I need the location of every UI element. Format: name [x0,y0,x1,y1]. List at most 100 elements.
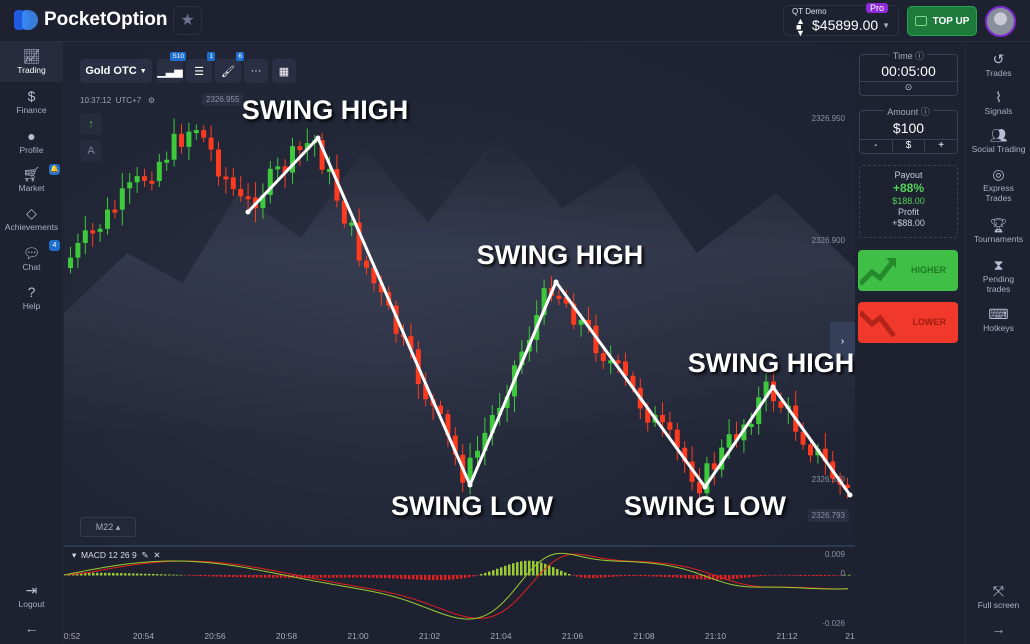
nav-express-trades[interactable]: ◎ Express Trades [966,166,1030,203]
macd-histogram-bar [348,575,351,578]
macd-histogram-bar [796,575,799,576]
macd-histogram-bar [464,575,467,578]
avatar[interactable] [985,6,1016,37]
macd-label: ▾ MACD 12 26 9 ✎ ✕ [72,550,161,560]
higher-button[interactable]: HIGHER [858,250,958,291]
clock-icon[interactable]: ⊙ [860,81,957,93]
macd-histogram-bar [428,575,431,580]
macd-max: 0.009 [824,550,845,559]
macd-histogram-bar [696,575,699,579]
brand-name: PocketOption [44,9,168,30]
macd-histogram-bar [112,572,115,576]
macd-histogram-bar [268,575,271,578]
macd-histogram-bar [664,575,667,577]
arrow-up-icon[interactable]: ↑ [80,113,102,135]
increase-amount-button[interactable]: + [938,140,945,151]
macd-histogram-bar [164,574,167,576]
logout-button[interactable]: ⇥ Logout [0,582,63,609]
macd-histogram-bar [132,573,135,576]
chart-type-button[interactable]: ▁▃▅ S10 [157,52,186,83]
sidebar-item-chat[interactable]: 💬︎ Chat [0,245,63,272]
candle [223,176,229,180]
nav-signals[interactable]: ⌇ Signals [966,89,1030,116]
time-field[interactable]: Time ⓘ 00:05:00 ⊙ [859,51,958,96]
macd-histogram-bar [612,575,615,577]
account-selector[interactable]: QT Demo Pro ▲ ■ ▼ $45899.00 ▼ [783,3,899,38]
expand-panel-button[interactable]: › [830,322,855,362]
nav-pending-trades[interactable]: ⧗ Pending trades [966,257,1030,294]
more-button[interactable]: ··· [244,59,268,83]
macd-histogram-bar [536,561,539,576]
macd-zero: 0 [840,569,845,578]
sidebar-item-profile[interactable]: ● Profile [0,128,63,155]
macd-histogram-bar [648,575,651,577]
logo[interactable]: PocketOption [14,9,168,31]
expand-arrow-icon[interactable]: → [991,621,1006,637]
macd-histogram-bar [692,575,695,579]
grid-icon: ▦ [278,65,290,78]
macd-histogram-bar [528,560,531,576]
time-tick: 21:12 [776,631,798,641]
macd-histogram-bar [208,575,211,577]
sidebar-item-finance[interactable]: $ Finance [0,88,63,115]
candle [238,189,244,197]
candle [571,303,577,325]
candle [482,432,488,451]
expand-icon: ⤧ [992,583,1005,599]
sidebar-label: Chat [22,262,41,272]
candle [593,325,599,354]
swing-point [553,279,559,285]
macd-histogram-bar [440,575,443,581]
swing-point [770,384,776,390]
nav-social-trading[interactable]: 👥︎ Social Trading [966,127,1030,154]
macd-histogram-bar [524,560,527,576]
price-chart[interactable]: Gold OTC ▼ ▁▃▅ S10 ☰ 1 🖌︎ 6 ··· ▦ 10:37:12 … [64,43,855,628]
lower-button[interactable]: LOWER [858,302,958,343]
nav-hotkeys[interactable]: ⌨ Hotkeys [966,306,1030,333]
user-icon: ● [27,128,36,144]
asset-selector[interactable]: Gold OTC ▼ [80,59,152,83]
gear-icon[interactable]: ⚙ [147,96,155,105]
macd-histogram-bar [352,575,355,578]
indicators-button[interactable]: ☰ 1 [186,52,215,83]
time-tick: 21:04 [490,631,512,641]
fullscreen-button[interactable]: ⤧ Full screen [966,583,1030,610]
timeframe-badge: S10 [170,52,186,61]
macd-histogram-bar [588,575,591,578]
timeframe-selector[interactable]: M22 ▴ [80,517,136,537]
top-up-button[interactable]: TOP UP [907,6,977,36]
keyboard-icon: ⌨ [988,306,1009,322]
nav-trades[interactable]: ↺ Trades [966,51,1030,78]
candle [142,176,147,181]
payout-label: Payout [894,170,923,180]
amount-field[interactable]: Amount ⓘ $100 - $ + [859,107,958,154]
sidebar-item-trading[interactable]: 📈︎ Trading [0,42,63,82]
candle [260,195,266,209]
macd-histogram-bar [84,573,87,576]
price-axis-label: 2326.820 [811,475,845,484]
macd-histogram-bar [500,567,503,576]
collapse-arrow-icon[interactable]: ← [24,620,39,636]
macd-histogram-bar [484,572,487,576]
favorites-star-button[interactable]: ★ [173,6,202,35]
macd-histogram-bar [580,575,583,578]
drawings-button[interactable]: 🖌︎ 6 [215,52,244,83]
currency-button[interactable]: $ [893,140,926,151]
decrease-amount-button[interactable]: - [860,140,893,151]
sidebar-item-help[interactable]: ? Help [0,284,63,311]
auto-scale-button[interactable]: A [80,140,102,162]
nav-tournaments[interactable]: 🏆︎ Tournaments [966,217,1030,244]
asset-name: Gold OTC [85,65,137,77]
layout-grid-button[interactable]: ▦ [272,59,296,83]
macd-histogram-bar [240,575,243,578]
edit-icon[interactable]: ✎ [141,550,149,560]
macd-histogram-bar [436,575,439,581]
swing-point [467,482,473,488]
close-icon[interactable]: ✕ [153,550,161,560]
macd-histogram-bar [836,575,839,576]
sidebar-item-achievements[interactable]: ◇ Achievements [0,205,63,232]
chart-clock: 10:37:12 UTC+7 ⚙ [80,96,155,105]
macd-histogram-bar [124,573,127,576]
fullscreen-label: Full screen [977,600,1020,610]
sidebar-item-market[interactable]: 🛒︎ Market [0,166,63,193]
